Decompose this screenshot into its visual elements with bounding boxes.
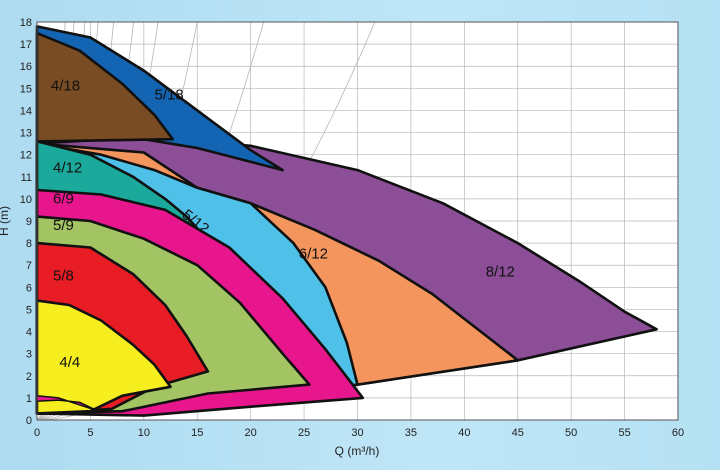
plot-frame [36,21,679,421]
x-tick-label-0: 0 [34,427,40,439]
region-4-4 [35,299,172,415]
y-tick-label-18: 18 [20,17,32,29]
y-tick-label-16: 16 [20,61,32,73]
y-tick-label-5: 5 [26,304,32,316]
y-tick-label-10: 10 [20,194,32,206]
y-tick-label-0: 0 [26,415,32,427]
y-tick-label-3: 3 [26,349,32,361]
regions [35,25,658,417]
region-labels: 8/126/125/124/126/95/95/84/45/184/18 [51,78,515,371]
y-tick-label-15: 15 [20,83,32,95]
y-tick-label-11: 11 [21,172,32,184]
region-label-4-4: 4/4 [59,354,80,371]
y-axis-label: H (m) [0,206,11,236]
x-tick-label-6: 30 [351,427,363,439]
y-tick-label-12: 12 [20,150,32,162]
region-label-4-18: 4/18 [51,78,80,95]
y-tick-label-7: 7 [26,260,32,272]
x-axis-label: Q (m³/h) [335,444,380,458]
region-label-4-12: 4/12 [53,159,82,176]
x-tick-label-1: 5 [87,427,93,439]
x-tick-label-4: 20 [245,427,257,439]
x-tick-label-5: 25 [298,427,310,439]
y-tick-label-9: 9 [26,216,32,228]
y-tick-label-8: 8 [26,238,32,250]
region-label-5-18: 5/18 [155,86,184,103]
x-tick-label-9: 45 [512,427,524,439]
x-tick-label-10: 50 [565,427,577,439]
x-tick-label-3: 15 [191,427,203,439]
x-tick-label-11: 55 [618,427,630,439]
region-band-0 [36,394,97,411]
x-tick-label-7: 35 [405,427,417,439]
y-tick-label-2: 2 [26,371,32,383]
region-label-6-12: 6/12 [299,246,328,263]
x-axis-ticks: 0 5 10 15 20 25 30 35 40 45 50 55 60 [34,427,684,439]
y-tick-label-14: 14 [20,105,32,117]
y-tick-label-17: 17 [20,39,32,51]
region-label-6-9: 6/9 [53,190,74,207]
x-tick-label-2: 10 [138,427,150,439]
region-label-5-9: 5/9 [53,217,74,234]
region-label-5-8: 5/8 [53,268,74,285]
region-label-8-12: 8/12 [486,263,515,280]
y-tick-label-13: 13 [20,128,32,140]
y-tick-label-1: 1 [26,393,32,405]
y-tick-label-6: 6 [26,282,32,294]
x-tick-label-8: 40 [458,427,470,439]
x-tick-label-12: 60 [672,427,684,439]
y-tick-label-4: 4 [26,327,32,339]
